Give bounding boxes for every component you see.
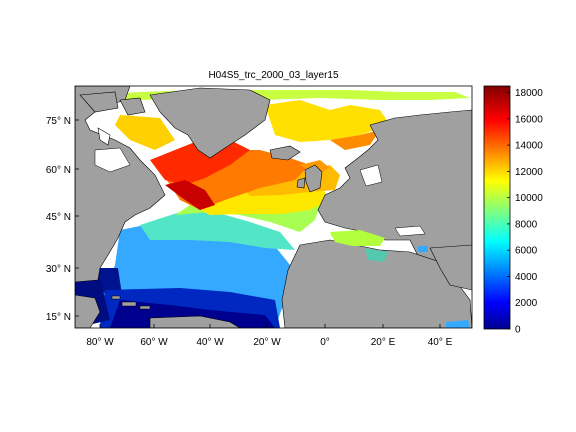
colorbar-tick-label: 2000: [515, 298, 538, 309]
x-tick-labels: 80° W 60° W 40° W 20° W 0° 20° E 40° E: [86, 337, 452, 348]
colorbar-tick-label: 14000: [515, 141, 543, 152]
land: [75, 86, 472, 328]
caribbean-islands: [111, 295, 151, 310]
colorbar-tick-label: 18000: [515, 88, 543, 99]
y-tick-label: 15° N: [46, 312, 71, 323]
x-tick-label: 40° W: [196, 337, 224, 348]
x-tick-label: 20° W: [253, 337, 281, 348]
colorbar: 0 2000 4000 6000 8000 10000 12000 14000 16000 180…: [483, 85, 543, 336]
colorbar-tick-label: 4000: [515, 272, 538, 283]
inland-seas: [330, 225, 470, 328]
map-title: H04S5_trc_2000_03_layer15: [208, 70, 339, 81]
y-tick-label: 30° N: [46, 264, 71, 275]
colorbar-tick-label: 12000: [515, 167, 543, 178]
colorbar-gradient: [483, 85, 511, 330]
colorbar-tick-label: 6000: [515, 246, 538, 257]
colorbar-tick-label: 10000: [515, 193, 543, 204]
colorbar-tick-label: 16000: [515, 114, 543, 125]
x-tick-label: 60° W: [140, 337, 168, 348]
colorbar-ticks: 0 2000 4000 6000 8000 10000 12000 14000 16000 180…: [507, 88, 543, 336]
map-area: [75, 86, 472, 328]
y-tick-label: 75° N: [46, 116, 71, 127]
colorbar-tick-label: 0: [515, 325, 521, 336]
y-tick-label: 45° N: [46, 212, 71, 223]
colorbar-tick-label: 8000: [515, 219, 538, 230]
x-tick-label: 20° E: [371, 337, 396, 348]
no-data-bays: [94, 147, 383, 187]
map-frame: [74, 85, 473, 329]
x-tick-label: 0°: [320, 337, 330, 348]
y-tick-label: 60° N: [46, 165, 71, 176]
x-tick-label: 80° W: [86, 337, 114, 348]
x-tick-label: 40° E: [428, 337, 453, 348]
y-tick-labels: 75° N 60° N 45° N 30° N 15° N: [46, 116, 71, 323]
map-tick-marks: [75, 119, 441, 328]
